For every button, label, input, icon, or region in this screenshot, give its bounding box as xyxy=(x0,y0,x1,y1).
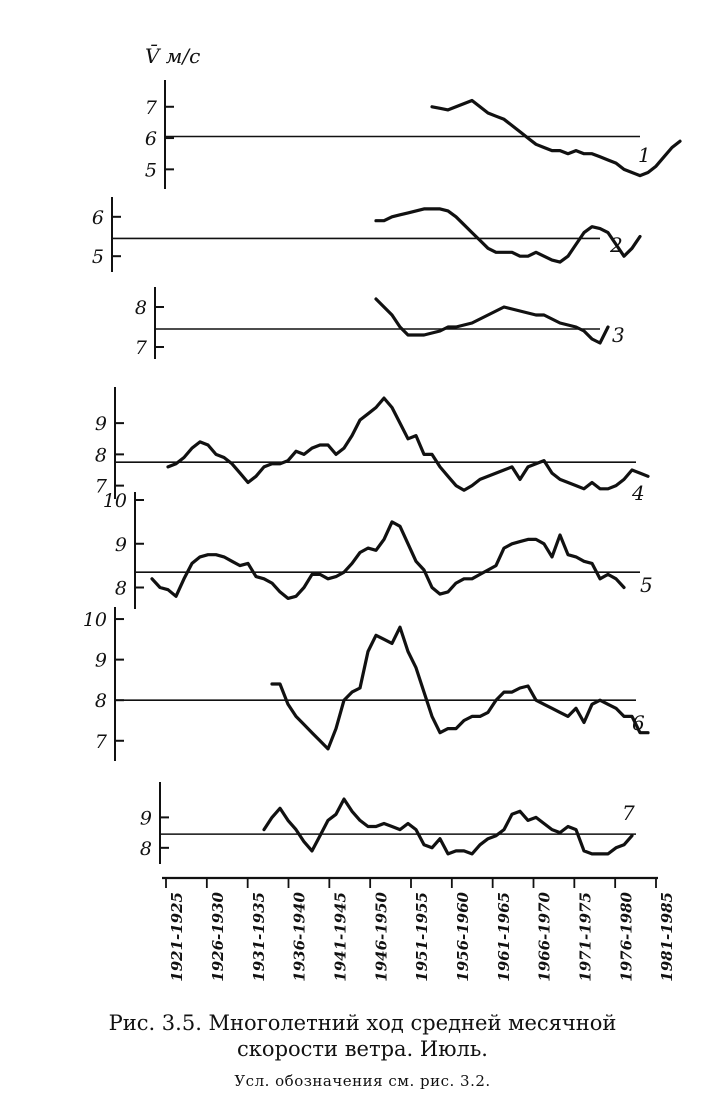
panel-7: 8 9 7 xyxy=(140,782,636,864)
y-tick-label: 8 xyxy=(95,690,107,712)
y-tick-label: 9 xyxy=(95,413,107,435)
x-tick-label: 1956-1960 xyxy=(454,891,472,981)
series-label-2: 2 xyxy=(609,233,623,257)
series-line-5 xyxy=(150,520,626,601)
y-tick-label: 5 xyxy=(145,159,157,181)
series-line-1 xyxy=(430,98,682,178)
x-tick-label: 1941-1945 xyxy=(332,892,350,982)
x-tick-label: 1976-1980 xyxy=(617,891,635,981)
series-label-6: 6 xyxy=(632,711,645,735)
x-tick-label: 1926-1930 xyxy=(209,891,227,981)
y-unit-label: V̄ м/с xyxy=(145,43,200,68)
caption-line-2: скорости ветра. Июль. xyxy=(237,1037,488,1061)
y-tick-label: 7 xyxy=(95,476,108,498)
y-tick-label: 10 xyxy=(103,490,127,512)
panel-4: 7 8 9 4 xyxy=(95,387,650,505)
y-tick-label: 9 xyxy=(140,807,152,829)
series-label-5: 5 xyxy=(640,573,653,597)
y-tick-label: 10 xyxy=(83,609,107,631)
y-tick-label: 7 xyxy=(145,97,158,119)
series-label-1: 1 xyxy=(638,143,651,167)
x-tick-label: 1931-1935 xyxy=(250,892,268,982)
series-line-6 xyxy=(270,625,650,751)
caption-line-1: Рис. 3.5. Многолетний ход средней месячн… xyxy=(108,1011,617,1035)
x-tick-label: 1951-1955 xyxy=(413,892,431,982)
panel-3: 7 8 3 xyxy=(135,287,625,359)
x-tick-label: 1921-1925 xyxy=(168,892,186,982)
panel-1: 5 6 7 1 xyxy=(145,80,682,189)
y-tick-label: 9 xyxy=(115,534,127,556)
y-tick-label: 7 xyxy=(135,337,148,359)
series-label-4: 4 xyxy=(631,481,645,505)
x-tick-label: 1936-1940 xyxy=(291,891,309,981)
y-tick-label: 9 xyxy=(95,650,107,672)
x-tick-label: 1971-1975 xyxy=(577,892,595,982)
figure-caption: Рис. 3.5. Многолетний ход средней месячн… xyxy=(0,1010,725,1062)
x-tick-label: 1966-1970 xyxy=(536,891,554,981)
y-tick-label: 7 xyxy=(95,731,108,753)
date-axis: 1921-1925 1926-1930 1931-1935 1936-1940 1941… xyxy=(162,876,676,982)
y-tick-label: 8 xyxy=(115,578,127,600)
x-tick-label: 1946-1950 xyxy=(372,891,390,981)
y-tick-label: 8 xyxy=(140,838,152,860)
x-tick-label: 1981-1985 xyxy=(658,892,676,982)
y-tick-label: 8 xyxy=(95,444,107,466)
chart-panels: 5 6 7 1 5 6 2 7 8 3 7 8 9 4 8 9 10 5 7 8 9 10 6 8 9 7 xyxy=(83,80,682,864)
series-line-4 xyxy=(166,396,650,492)
series-line-2 xyxy=(374,207,642,264)
series-line-7 xyxy=(262,797,634,856)
series-label-3: 3 xyxy=(612,323,625,347)
panel-2: 5 6 2 xyxy=(92,197,642,272)
y-tick-label: 6 xyxy=(145,128,157,150)
y-tick-label: 5 xyxy=(92,246,104,268)
series-line-3 xyxy=(374,297,610,345)
panel-5: 8 9 10 5 xyxy=(103,490,653,609)
caption-note: Усл. обозначения см. рис. 3.2. xyxy=(234,1072,491,1090)
y-tick-label: 6 xyxy=(92,207,104,229)
x-tick-label: 1961-1965 xyxy=(495,892,513,982)
series-label-7: 7 xyxy=(622,801,635,825)
y-tick-label: 8 xyxy=(135,297,147,319)
panel-6: 7 8 9 10 6 xyxy=(83,607,650,761)
